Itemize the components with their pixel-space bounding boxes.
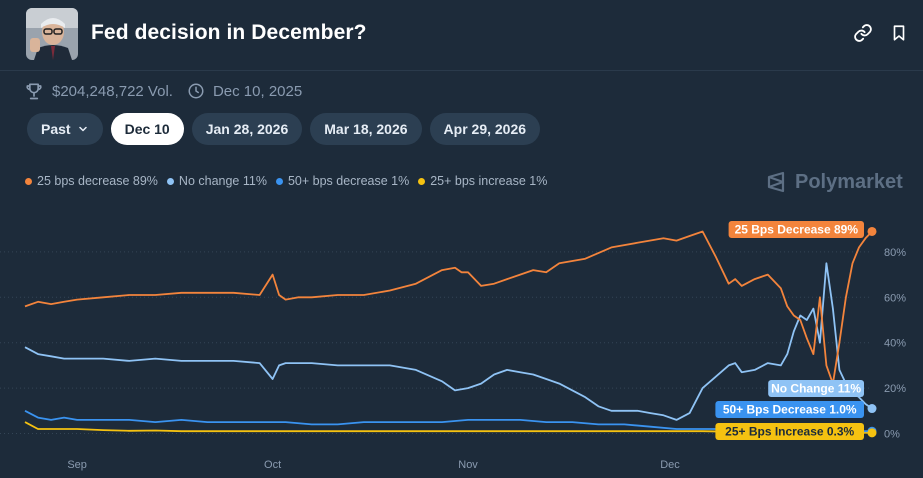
market-title: Fed decision in December? [91,21,367,44]
series-line-0 [24,230,873,385]
past-dropdown[interactable]: Past [27,113,103,145]
x-tick-label: Oct [264,459,281,471]
market-meta: $204,248,722 Vol. Dec 10, 2025 [24,81,316,101]
series-end-dot [867,428,877,438]
x-tick-label: Nov [458,459,478,471]
header-divider [0,70,923,71]
x-tick-label: Dec [660,459,680,471]
date-selector: Past Dec 10 Jan 28, 2026 Mar 18, 2026 Ap… [27,113,541,145]
x-tick-label: Sep [67,459,87,471]
date-pill-mar-18[interactable]: Mar 18, 2026 [310,113,422,145]
series-end-label-bg [715,401,864,418]
end-date-text: Dec 10, 2025 [212,82,303,100]
market-avatar [26,8,78,60]
date-pill-dec-10[interactable]: Dec 10 [110,113,184,145]
series-end-label-bg [715,423,864,440]
legend-item-25bps-increase: 25+ bps increase 1% [418,174,547,188]
series-end-dot [867,404,877,414]
series-end-label-bg [768,380,864,397]
series-end-label-bg [728,221,864,238]
series-line-1 [24,262,873,421]
legend-item-no-change: No change 11% [166,174,267,188]
clock-icon [188,83,204,99]
past-label: Past [41,121,71,137]
y-tick-label: 80% [884,247,906,259]
link-icon[interactable] [852,22,874,44]
y-tick-label: 60% [884,292,906,304]
legend-item-25bps-decrease: 25 bps decrease 89% [25,174,158,188]
date-pill-jan-28[interactable]: Jan 28, 2026 [191,113,303,145]
date-pill-apr-29[interactable]: Apr 29, 2026 [429,113,541,145]
series-end-label: No Change 11% [771,382,861,396]
series-end-dot [867,226,877,236]
volume-text: $204,248,722 Vol. [52,82,173,100]
series-end-label: 25+ Bps Increase 0.3% [725,425,854,439]
series-end-label: 50+ Bps Decrease 1.0% [723,403,857,417]
chart-legend: 25 bps decrease 89% No change 11% 50+ bp… [25,174,556,188]
bookmark-icon[interactable] [888,22,910,44]
legend-item-50bps-decrease: 50+ bps decrease 1% [275,174,409,188]
trophy-icon [26,83,42,100]
y-tick-label: 40% [884,338,906,350]
y-tick-label: 20% [884,383,906,395]
polymarket-logo-icon [767,171,785,193]
series-end-label: 25 Bps Decrease 89% [735,223,859,237]
y-tick-label: 0% [884,429,900,441]
chevron-down-icon [77,123,89,135]
polymarket-watermark: Polymarket [765,170,903,194]
brand-text: Polymarket [795,170,903,193]
